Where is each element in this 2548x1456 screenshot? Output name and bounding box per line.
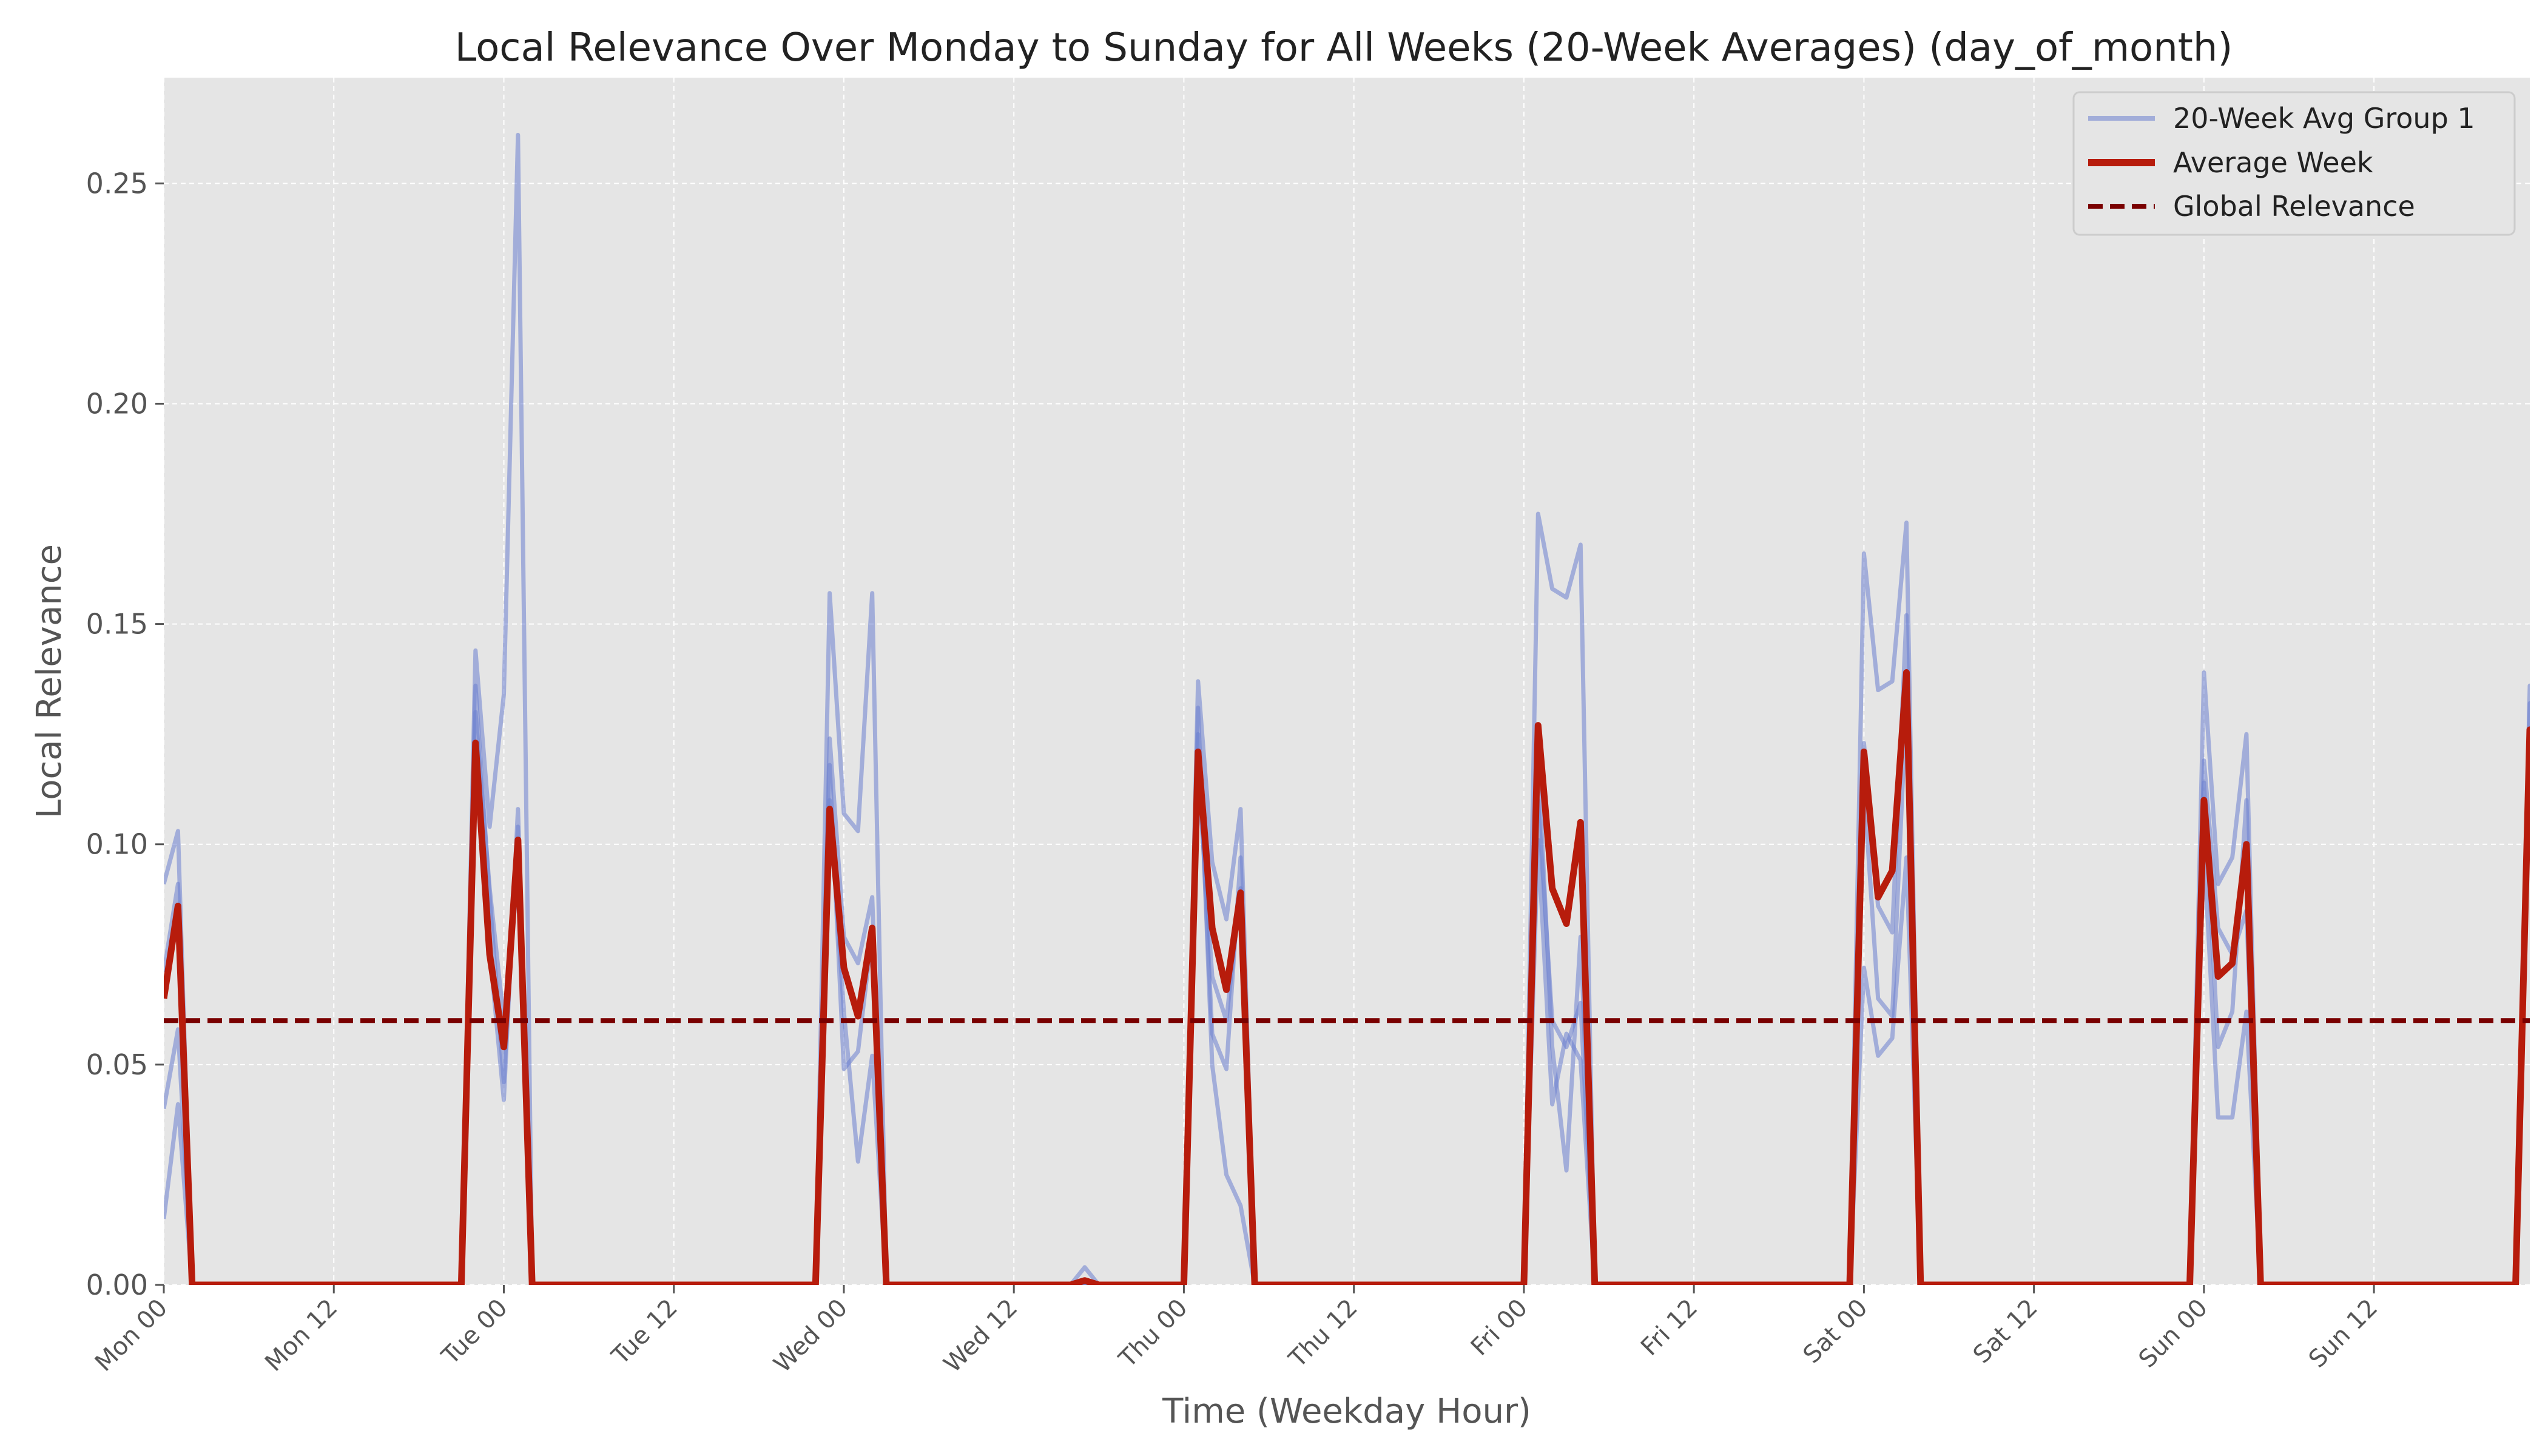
legend: 20-Week Avg Group 1 Average Week Global … [2072, 91, 2516, 236]
x-tick-label: Fri 12 [1636, 1294, 1703, 1361]
x-tick-label: Fri 00 [1466, 1294, 1533, 1361]
y-axis: 0.00 0.05 0.10 0.15 0.20 0.25 [86, 167, 164, 1301]
y-tick-label: 0.00 [86, 1269, 148, 1301]
series-layer [164, 132, 2530, 1285]
x-tick-label: Mon 12 [260, 1294, 343, 1377]
chart-title: Local Relevance Over Monday to Sunday fo… [455, 25, 2233, 70]
series-lines [164, 132, 2530, 1285]
plot-area [164, 78, 2530, 1285]
y-tick-label: 0.10 [86, 828, 148, 861]
x-tick-label: Mon 00 [90, 1294, 173, 1377]
x-axis-label: Time (Weekday Hour) [1162, 1392, 1531, 1431]
series-line-average-week [164, 669, 2530, 1285]
x-tick-label: Thu 12 [1283, 1294, 1363, 1373]
legend-label-group: 20-Week Avg Group 1 [2173, 102, 2475, 135]
y-axis-label: Local Relevance [30, 544, 69, 818]
x-tick-label: Tue 12 [606, 1294, 683, 1371]
x-tick-label: Sun 00 [2134, 1294, 2213, 1373]
x-tick-label: Thu 00 [1113, 1294, 1193, 1373]
series-line-group-1 [164, 132, 2530, 1285]
y-tick-label: 0.15 [86, 608, 148, 641]
legend-frame [2072, 91, 2516, 236]
x-tick-label: Sat 00 [1798, 1294, 1873, 1369]
x-axis: Mon 00 Mon 12 Tue 00 Tue 12 Wed 00 Wed 12 Thu … [90, 1285, 2383, 1378]
legend-label-global: Global Relevance [2173, 190, 2415, 223]
x-tick-label: Wed 00 [769, 1294, 853, 1378]
x-tick-label: Wed 12 [939, 1294, 1023, 1378]
legend-label-average: Average Week [2173, 146, 2373, 179]
y-tick-label: 0.25 [86, 167, 148, 200]
y-tick-label: 0.05 [86, 1048, 148, 1081]
gridlines [163, 78, 2530, 1286]
x-tick-label: Tue 00 [436, 1294, 513, 1371]
x-tick-label: Sat 12 [1968, 1294, 2043, 1369]
y-tick-label: 0.20 [86, 387, 148, 420]
x-tick-label: Sun 12 [2304, 1294, 2383, 1373]
